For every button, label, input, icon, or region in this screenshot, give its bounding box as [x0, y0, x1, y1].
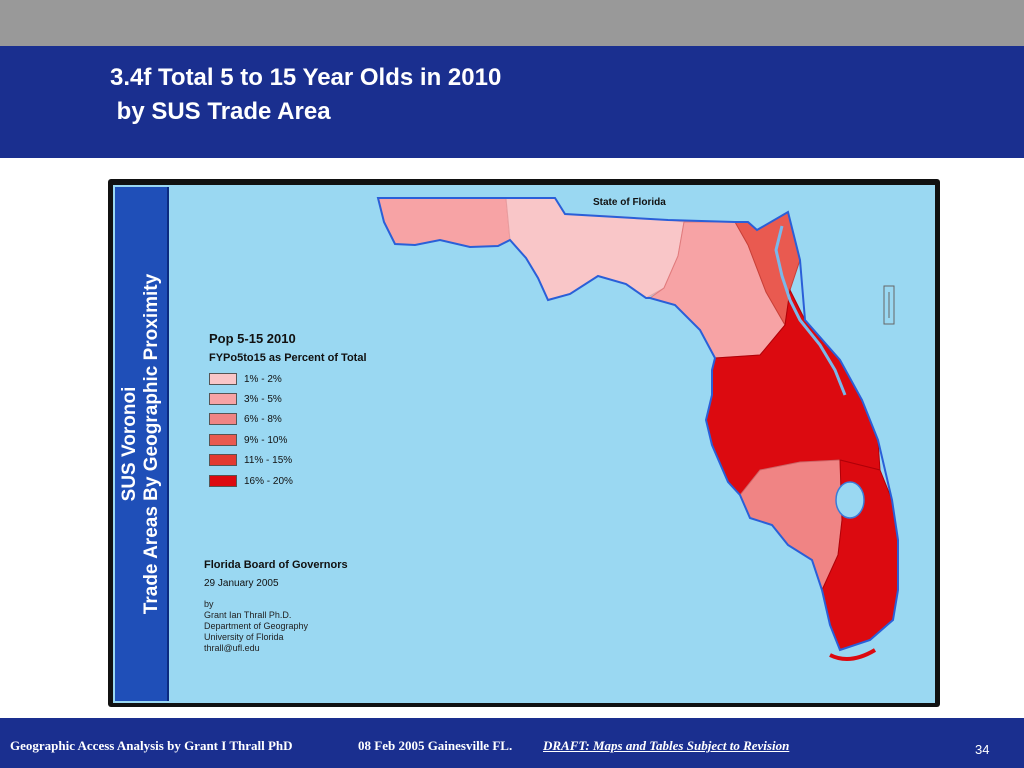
footer-band — [0, 718, 1024, 768]
footer-middle: 08 Feb 2005 Gainesville FL. — [358, 738, 513, 753]
north-arrow-icon — [883, 285, 895, 325]
side-line-2: Trade Areas By Geographic Proximity — [141, 273, 162, 615]
legend-item: 11% - 15% — [209, 453, 292, 467]
credit-email: thrall@ufl.edu — [204, 643, 260, 653]
legend-subtitle: FYPo5to15 as Percent of Total — [209, 352, 367, 364]
region-keys — [829, 648, 877, 661]
credit-org: Florida Board of Governors — [204, 559, 348, 571]
legend-label: 9% - 10% — [244, 434, 288, 446]
legend-swatch — [209, 393, 237, 405]
credit-dept: Department of Geography — [204, 621, 309, 631]
legend-label: 3% - 5% — [244, 393, 282, 405]
river-st-johns — [774, 225, 847, 396]
legend-label: 16% - 20% — [244, 475, 293, 487]
legend-item: 6% - 8% — [209, 412, 282, 426]
legend-swatch — [209, 434, 237, 446]
credit-univ: University of Florida — [204, 632, 284, 642]
credit-by: by — [204, 599, 214, 609]
legend-item: 16% - 20% — [209, 474, 293, 488]
legend-item: 3% - 5% — [209, 392, 282, 406]
lake-okeechobee — [835, 481, 865, 519]
side-panel-title: SUS Voronoi Trade Areas By Geographic Pr… — [115, 187, 167, 701]
page-number: 34 — [975, 742, 990, 757]
legend-item: 9% - 10% — [209, 433, 287, 447]
legend-label: 1% - 2% — [244, 373, 282, 385]
legend-swatch — [209, 475, 237, 487]
legend-label: 6% - 8% — [244, 413, 282, 425]
region-southwest — [739, 459, 843, 592]
legend-title: Pop 5-15 2010 — [209, 331, 296, 346]
coastline — [376, 197, 899, 652]
footer-left: Geographic Access Analysis by Grant I Th… — [10, 738, 293, 753]
legend-swatch — [209, 413, 237, 425]
region-panhandle-west — [377, 197, 511, 248]
legend-item: 1% - 2% — [209, 372, 282, 386]
side-panel: SUS Voronoi Trade Areas By Geographic Pr… — [115, 187, 169, 701]
footer-draft: DRAFT: Maps and Tables Subject to Revisi… — [543, 738, 790, 753]
legend-label: 11% - 15% — [244, 454, 293, 466]
map-label: State of Florida — [593, 197, 666, 208]
slide-title-line-2: by SUS Trade Area — [110, 98, 331, 125]
top-strip — [0, 0, 1024, 46]
florida-map — [376, 197, 899, 661]
region-panhandle-central — [505, 197, 685, 301]
title-band — [0, 46, 1024, 158]
credit-author: Grant Ian Thrall Ph.D. — [204, 610, 292, 620]
legend-swatch — [209, 454, 237, 466]
legend-swatch — [209, 373, 237, 385]
slide-title-line-1: 3.4f Total 5 to 15 Year Olds in 2010 — [110, 64, 502, 91]
side-line-1: SUS Voronoi — [119, 386, 140, 502]
credit-date: 29 January 2005 — [204, 578, 279, 589]
